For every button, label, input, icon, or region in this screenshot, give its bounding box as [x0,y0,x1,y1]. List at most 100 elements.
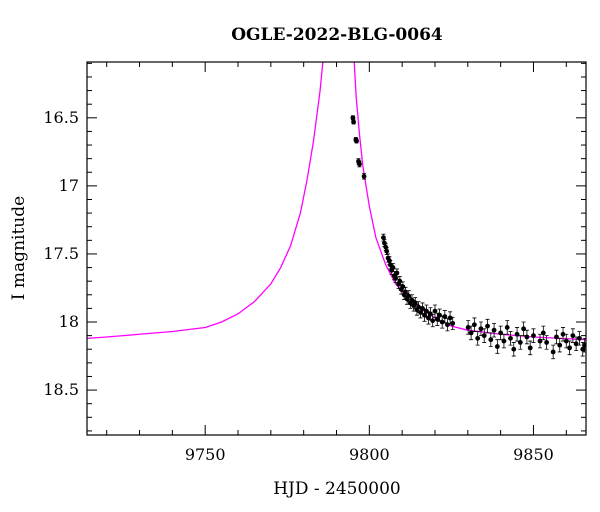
data-marker [540,330,546,336]
data-marker [383,244,389,250]
data-point [439,315,445,329]
data-marker [478,326,484,332]
data-point [485,318,490,334]
data-marker [432,308,438,314]
data-point [527,340,533,356]
data-marker [498,330,504,336]
data-marker [468,330,474,336]
data-point [384,247,390,256]
plot-frame [86,61,587,436]
data-point [521,321,527,337]
data-marker [550,349,556,355]
data-marker [511,346,517,352]
data-marker [426,315,431,321]
x-tick-label: 9750 [185,445,226,464]
data-marker [361,173,367,179]
data-marker [447,315,453,321]
y-tick-label: 17.5 [43,244,79,263]
data-point [573,336,579,351]
data-marker [445,322,450,328]
data-marker [531,333,536,339]
data-marker [424,308,429,314]
x-tick-label: 9800 [349,445,390,464]
axis-tick-labels: 9750 9800 9850 16.5 17 17.5 18 18.5 [43,108,553,464]
data-marker [420,305,425,311]
data-marker [381,235,386,241]
data-marker [567,345,572,351]
data-marker [357,161,362,167]
data-point [437,308,442,322]
data-point [475,331,481,346]
data-point [531,328,536,343]
data-marker [442,314,448,319]
data-point [494,339,500,354]
data-marker [350,115,356,121]
data-point [557,337,563,353]
data-marker [397,278,403,284]
data-marker [488,337,494,343]
data-point [478,321,484,337]
data-point [491,322,497,338]
data-marker [422,312,427,318]
data-point [430,314,436,328]
data-point [563,333,569,349]
data-point [582,337,586,353]
data-marker [537,338,543,344]
data-point [361,173,367,180]
data-point [357,160,362,168]
data-point [501,333,507,349]
data-point [442,310,448,324]
data-point [517,335,523,350]
data-marker [491,327,497,333]
data-point [537,333,543,349]
axis-ticks [87,62,586,435]
y-tick-label: 18.5 [43,380,79,399]
data-marker [554,334,559,340]
data-point [488,332,494,347]
data-marker [485,323,490,329]
data-point [508,331,513,346]
data-marker [434,316,440,322]
data-marker [570,333,576,339]
data-point [577,331,582,346]
data-point [514,327,520,342]
data-marker [560,331,566,337]
data-marker [577,335,582,341]
data-marker [439,319,445,325]
data-point [524,329,530,345]
data-point [498,325,504,341]
data-points [350,115,586,360]
plot-area [87,62,586,360]
y-axis-label: I magnitude [9,196,29,300]
data-marker [475,335,481,341]
x-axis-label: HJD - 2450000 [273,479,401,499]
data-point [354,138,359,144]
data-marker [437,312,442,318]
data-marker [580,346,586,352]
data-point [550,344,556,360]
data-marker [354,138,359,144]
data-point [560,327,566,342]
data-marker [524,334,530,340]
data-marker [430,318,436,324]
data-point [471,317,477,332]
data-marker [557,342,563,348]
data-point [504,320,510,335]
data-point [351,119,356,125]
data-point [511,342,517,357]
data-marker [573,341,579,347]
data-marker [563,338,569,344]
data-point [554,329,559,345]
data-marker [427,311,433,317]
data-marker [527,345,533,351]
data-marker [390,265,396,270]
data-point [432,304,438,318]
data-marker [384,248,390,254]
data-marker [481,333,487,339]
data-point [447,311,453,325]
data-point [394,268,400,278]
data-point [481,328,487,343]
data-point [544,335,550,350]
data-point [450,316,456,330]
